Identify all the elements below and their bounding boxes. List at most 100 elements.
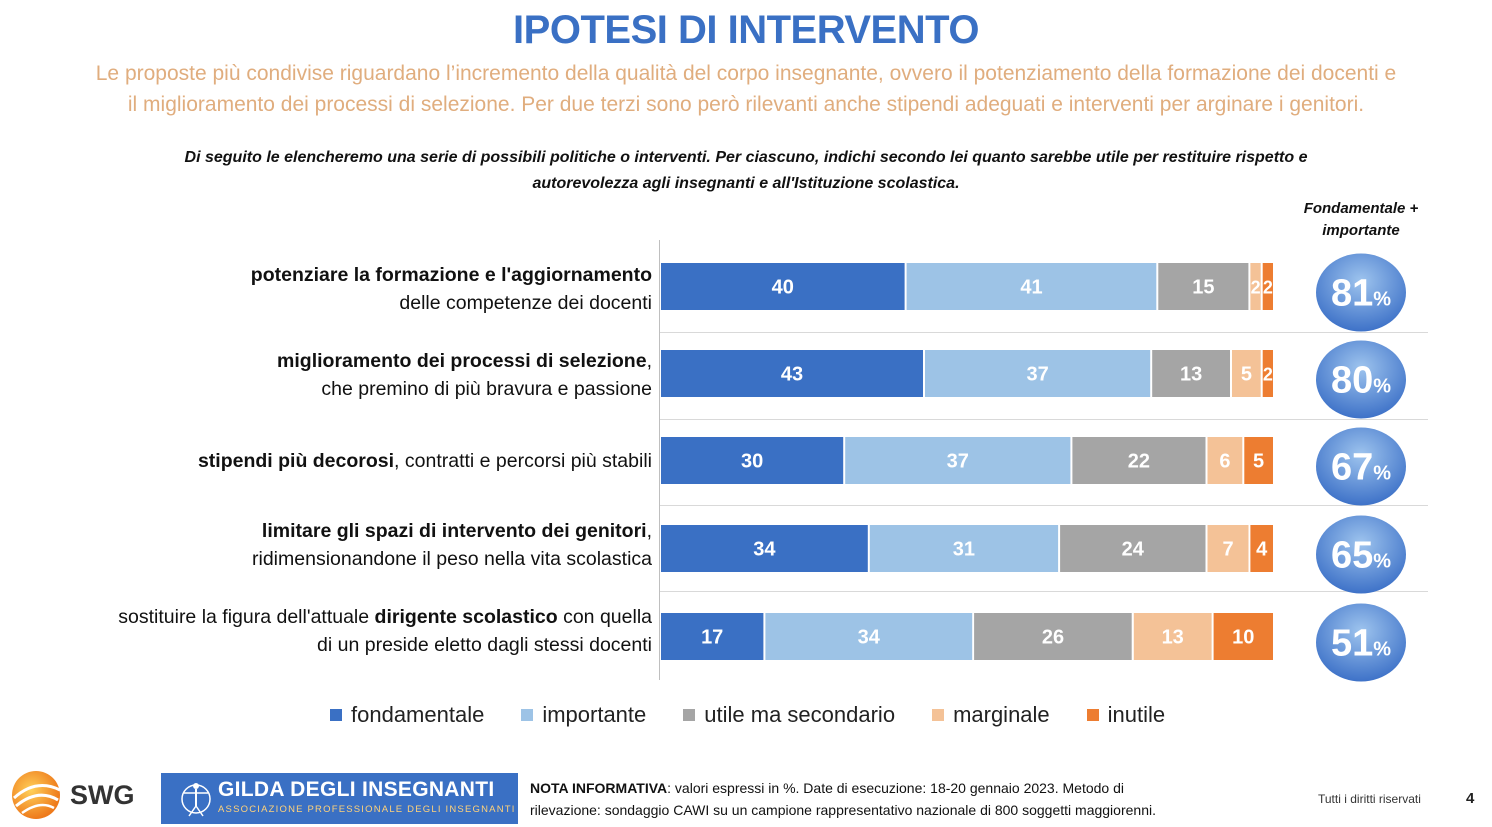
bar-segment <box>1152 350 1230 397</box>
legend-label: inutile <box>1107 702 1166 727</box>
note-line-2: rilevazione: sondaggio CAWI su un campio… <box>530 802 1156 818</box>
row-label-line-2: delle competenze dei docenti <box>399 292 652 314</box>
row-separator <box>660 505 1428 506</box>
row-label-line-2: di un preside eletto dagli stessi docent… <box>317 634 652 656</box>
row-label-plain: , <box>646 350 652 372</box>
subtitle-line-2: il miglioramento dei processi di selezio… <box>127 93 1365 116</box>
note-line-1: : valori espressi in %. Date di esecuzio… <box>667 780 1124 796</box>
bar-segment <box>869 525 1059 572</box>
legend-label: utile ma secondario <box>704 702 896 727</box>
legend-swatch <box>521 709 534 721</box>
legend-label: fondamentale <box>351 702 485 727</box>
bar-value-label: 26 <box>1042 627 1064 649</box>
bar-value-label: 5 <box>1241 364 1252 386</box>
page-number: 4 <box>1466 790 1475 807</box>
bar-value-label: 17 <box>701 627 723 649</box>
row-label-bold: miglioramento dei processi di selezione <box>277 350 647 372</box>
bar-segment <box>765 613 973 660</box>
bar-value-label: 43 <box>781 364 803 386</box>
total-circle <box>1316 603 1406 682</box>
total-circle <box>1316 427 1406 506</box>
row-label-selezione: miglioramento dei processi di selezione,… <box>30 347 652 403</box>
bar-segment <box>661 613 764 660</box>
bar-segment <box>661 263 905 310</box>
row-separator <box>660 591 1428 592</box>
legend-item-inutile: inutile <box>1086 702 1166 728</box>
legend-swatch <box>330 709 342 721</box>
legend-item-fondamentale: fondamentale <box>330 702 484 728</box>
total-value-label: 80% <box>1331 360 1391 402</box>
bar-value-label: 13 <box>1180 364 1202 386</box>
methodology-note: NOTA INFORMATIVA: valori espressi in %. … <box>530 777 1250 821</box>
bar-value-label: 10 <box>1232 627 1254 649</box>
row-label-formazione: potenziare la formazione e l'aggiornamen… <box>30 261 652 317</box>
row-separator <box>660 332 1428 333</box>
bar-value-label: 2 <box>1263 365 1273 385</box>
legend-swatch <box>1086 709 1099 721</box>
bar-value-label: 41 <box>1020 277 1042 299</box>
category-axis-line <box>659 240 660 680</box>
legend: fondamentale importante utile ma seconda… <box>330 700 1202 730</box>
swg-logo-text: SWG <box>70 780 135 810</box>
bar-value-label: 15 <box>1192 277 1214 299</box>
total-value-label: 51% <box>1331 623 1391 665</box>
row-label-genitori: limitare gli spazi di intervento dei gen… <box>30 517 652 573</box>
totals-header-line-1: Fondamentale + <box>1303 200 1419 217</box>
bar-segment <box>1072 437 1206 484</box>
legend-swatch <box>932 709 945 721</box>
total-value-label: 67% <box>1331 447 1391 489</box>
bar-segment <box>661 525 868 572</box>
legend-label: importante <box>542 702 647 727</box>
bar-segment <box>1232 350 1261 397</box>
row-label-stipendi: stipendi più decorosi, contratti e perco… <box>30 447 652 475</box>
row-label-plain-end: con quella <box>557 606 652 628</box>
note-heading: NOTA INFORMATIVA <box>530 780 668 796</box>
bar-segment <box>1262 350 1273 397</box>
row-label-line-2: ridimensionandone il peso nella vita sco… <box>252 548 652 570</box>
total-circle <box>1316 253 1406 332</box>
row-label-dirigente: sostituire la figura dell'attuale dirige… <box>30 603 652 659</box>
legend-swatch <box>683 709 696 721</box>
subtitle-line-1: Le proposte più condivise riguardano l’i… <box>95 62 1397 85</box>
row-label-bold: limitare gli spazi di intervento dei gen… <box>261 520 647 542</box>
page-title: IPOTESI DI INTERVENTO <box>513 8 979 52</box>
bar-segment <box>845 437 1071 484</box>
question-line-1: Di seguito le elencheremo una serie di p… <box>184 149 1308 166</box>
bar-segment <box>1250 525 1273 572</box>
bar-value-label: 2 <box>1263 278 1273 298</box>
bar-value-label: 34 <box>858 627 881 649</box>
totals-header-line-2: importante <box>1322 222 1400 239</box>
row-separator <box>660 419 1428 420</box>
bar-segment <box>925 350 1151 397</box>
bar-value-label: 31 <box>953 539 975 561</box>
bar-segment <box>661 350 923 397</box>
bar-value-label: 37 <box>947 451 969 473</box>
bar-segment <box>1213 613 1273 660</box>
question-line-2: autorevolezza agli insegnanti e all'Isti… <box>532 175 960 192</box>
bar-value-label: 37 <box>1026 364 1048 386</box>
bar-segment <box>1060 525 1206 572</box>
legend-label: marginale <box>953 702 1050 727</box>
bar-segment <box>1250 263 1261 310</box>
bar-segment <box>1207 437 1243 484</box>
bar-value-label: 30 <box>741 451 763 473</box>
survey-question: Di seguito le elencheremo una serie di p… <box>60 145 1432 197</box>
totals-header: Fondamentale + importante <box>1290 198 1432 242</box>
subtitle: Le proposte più condivise riguardano l’i… <box>10 58 1482 120</box>
row-label-plain: , contratti e percorsi più stabili <box>394 450 652 472</box>
total-circle <box>1316 515 1406 594</box>
bar-segment <box>1207 525 1249 572</box>
bar-value-label: 22 <box>1128 451 1150 473</box>
swg-logo <box>12 771 61 819</box>
bar-segment <box>974 613 1132 660</box>
bar-segment <box>1244 437 1273 484</box>
bar-value-label: 24 <box>1122 539 1145 561</box>
row-label-bold: stipendi più decorosi <box>197 450 395 472</box>
legend-item-utile: utile ma secondario <box>683 702 895 728</box>
gilda-name: GILDA DEGLI INSEGNANTI <box>218 778 495 801</box>
bar-segment <box>1158 263 1249 310</box>
bar-segment <box>661 437 844 484</box>
row-label-bold: dirigente scolastico <box>374 606 558 628</box>
bar-value-label: 7 <box>1222 539 1233 561</box>
